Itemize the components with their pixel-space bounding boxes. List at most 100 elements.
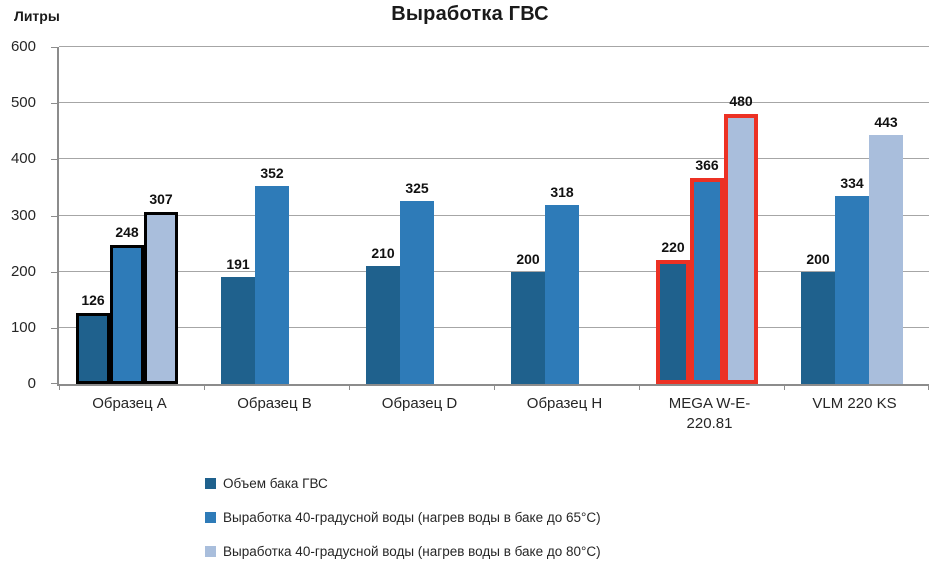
y-axis-tick bbox=[51, 383, 59, 384]
gridline bbox=[59, 214, 929, 216]
bar-value-label: 248 bbox=[115, 223, 139, 240]
bar-slot bbox=[289, 47, 323, 384]
bar-slot: 480 bbox=[724, 47, 758, 384]
legend: Объем бака ГВС Выработка 40-градусной вод… bbox=[205, 474, 601, 576]
bar-slot bbox=[579, 47, 613, 384]
bar-value-label: 200 bbox=[806, 250, 830, 267]
bar bbox=[366, 266, 400, 384]
bar-value-label: 352 bbox=[260, 165, 284, 182]
bar-value-label: 334 bbox=[840, 175, 864, 192]
bar-value-label: 210 bbox=[371, 245, 395, 262]
y-axis-labels: 0 100 200 300 400 500 600 bbox=[0, 39, 50, 392]
gridline bbox=[59, 326, 929, 328]
bar-slot: 191 bbox=[221, 47, 255, 384]
y-axis-label: 100 bbox=[10, 318, 36, 336]
bar bbox=[869, 135, 903, 384]
legend-item: Выработка 40-градусной воды (нагрев воды… bbox=[205, 508, 601, 527]
bar-value-label: 443 bbox=[874, 114, 898, 131]
category-label: Образец B bbox=[237, 395, 312, 412]
bar-value-label: 480 bbox=[729, 93, 753, 110]
legend-swatch-icon bbox=[205, 512, 216, 523]
y-axis-tick bbox=[51, 159, 59, 161]
category-label: Образец A bbox=[92, 395, 167, 412]
bar-group: 126 248 307 bbox=[59, 47, 204, 384]
bar-group: 191 352 bbox=[204, 47, 349, 384]
bar-slot: 200 bbox=[511, 47, 545, 384]
bar-group: 220 366 480 bbox=[639, 47, 784, 384]
bar-value-label: 200 bbox=[516, 250, 540, 267]
bar-value-label: 366 bbox=[695, 157, 719, 174]
y-axis-tick bbox=[51, 271, 59, 273]
x-axis-tick bbox=[349, 384, 350, 390]
bar bbox=[545, 205, 579, 384]
bar-value-label: 318 bbox=[550, 184, 574, 201]
category-label: Образец D bbox=[381, 395, 458, 412]
bar bbox=[656, 260, 690, 384]
bar-slot: 248 bbox=[110, 47, 144, 384]
y-axis-tick bbox=[51, 327, 59, 329]
bar bbox=[724, 114, 758, 384]
bar-value-label: 307 bbox=[149, 190, 173, 207]
bar bbox=[221, 276, 255, 384]
y-axis-tick bbox=[51, 47, 59, 48]
bar bbox=[690, 178, 724, 384]
y-axis-label: 300 bbox=[10, 206, 36, 224]
y-axis-label: 400 bbox=[10, 150, 36, 168]
bar-slot: 443 bbox=[869, 47, 903, 384]
x-axis-tick bbox=[784, 384, 785, 390]
legend-swatch-icon bbox=[205, 546, 216, 557]
bar-slot bbox=[434, 47, 468, 384]
bar-value-label: 325 bbox=[405, 180, 429, 197]
gridline bbox=[59, 158, 929, 160]
gridline bbox=[59, 102, 929, 104]
x-axis-tick bbox=[639, 384, 640, 390]
y-axis-label: 0 bbox=[27, 375, 36, 392]
bar-slot: 126 bbox=[76, 47, 110, 384]
legend-swatch-icon bbox=[205, 478, 216, 489]
x-axis-tick bbox=[928, 384, 929, 390]
bar bbox=[400, 201, 434, 384]
x-axis-tick bbox=[204, 384, 205, 390]
category-label: Образец H bbox=[526, 395, 603, 412]
bar-slot: 210 bbox=[366, 47, 400, 384]
plot-area: 126 248 307 191 352 210 325 200 318 220 366 480 200 3… bbox=[51, 46, 929, 390]
bar-slot: 334 bbox=[835, 47, 869, 384]
bar bbox=[144, 211, 178, 384]
chart-title: Выработка ГВС bbox=[391, 3, 549, 25]
bar-value-label: 220 bbox=[661, 239, 685, 256]
bar-group: 200 334 443 bbox=[784, 47, 929, 384]
gridline bbox=[59, 270, 929, 272]
legend-item: Выработка 40-градусной воды (нагрев воды… bbox=[205, 542, 601, 561]
bar-slot: 307 bbox=[144, 47, 178, 384]
category-label: VLM 220 KS bbox=[812, 395, 897, 412]
bar-slot: 318 bbox=[545, 47, 579, 384]
x-axis-tick bbox=[59, 384, 60, 390]
legend-item: Объем бака ГВС bbox=[205, 474, 601, 493]
bar-slot: 200 bbox=[801, 47, 835, 384]
bar-slot: 366 bbox=[690, 47, 724, 384]
bar bbox=[76, 313, 110, 384]
bar-group: 210 325 bbox=[349, 47, 494, 384]
bar-value-label: 126 bbox=[81, 292, 105, 309]
y-axis-label: 500 bbox=[10, 94, 36, 112]
bar bbox=[110, 244, 144, 384]
bar bbox=[511, 271, 545, 384]
bar bbox=[255, 186, 289, 384]
gridline bbox=[59, 46, 929, 47]
legend-label: Выработка 40-градусной воды (нагрев воды… bbox=[223, 544, 601, 559]
legend-label: Выработка 40-градусной воды (нагрев воды… bbox=[223, 510, 601, 525]
bar bbox=[835, 196, 869, 384]
x-axis-tick bbox=[494, 384, 495, 390]
bar bbox=[801, 271, 835, 384]
y-axis-label: 200 bbox=[10, 262, 36, 280]
bar-value-label: 191 bbox=[226, 255, 250, 272]
legend-label: Объем бака ГВС bbox=[223, 476, 328, 491]
y-axis-label: 600 bbox=[10, 38, 36, 55]
bar-slot: 325 bbox=[400, 47, 434, 384]
category-label: MEGA W-E- 220.81 bbox=[668, 395, 751, 432]
bar-slot: 220 bbox=[656, 47, 690, 384]
y-axis-tick bbox=[51, 215, 59, 217]
bar-slot: 352 bbox=[255, 47, 289, 384]
bar-group: 200 318 bbox=[494, 47, 639, 384]
